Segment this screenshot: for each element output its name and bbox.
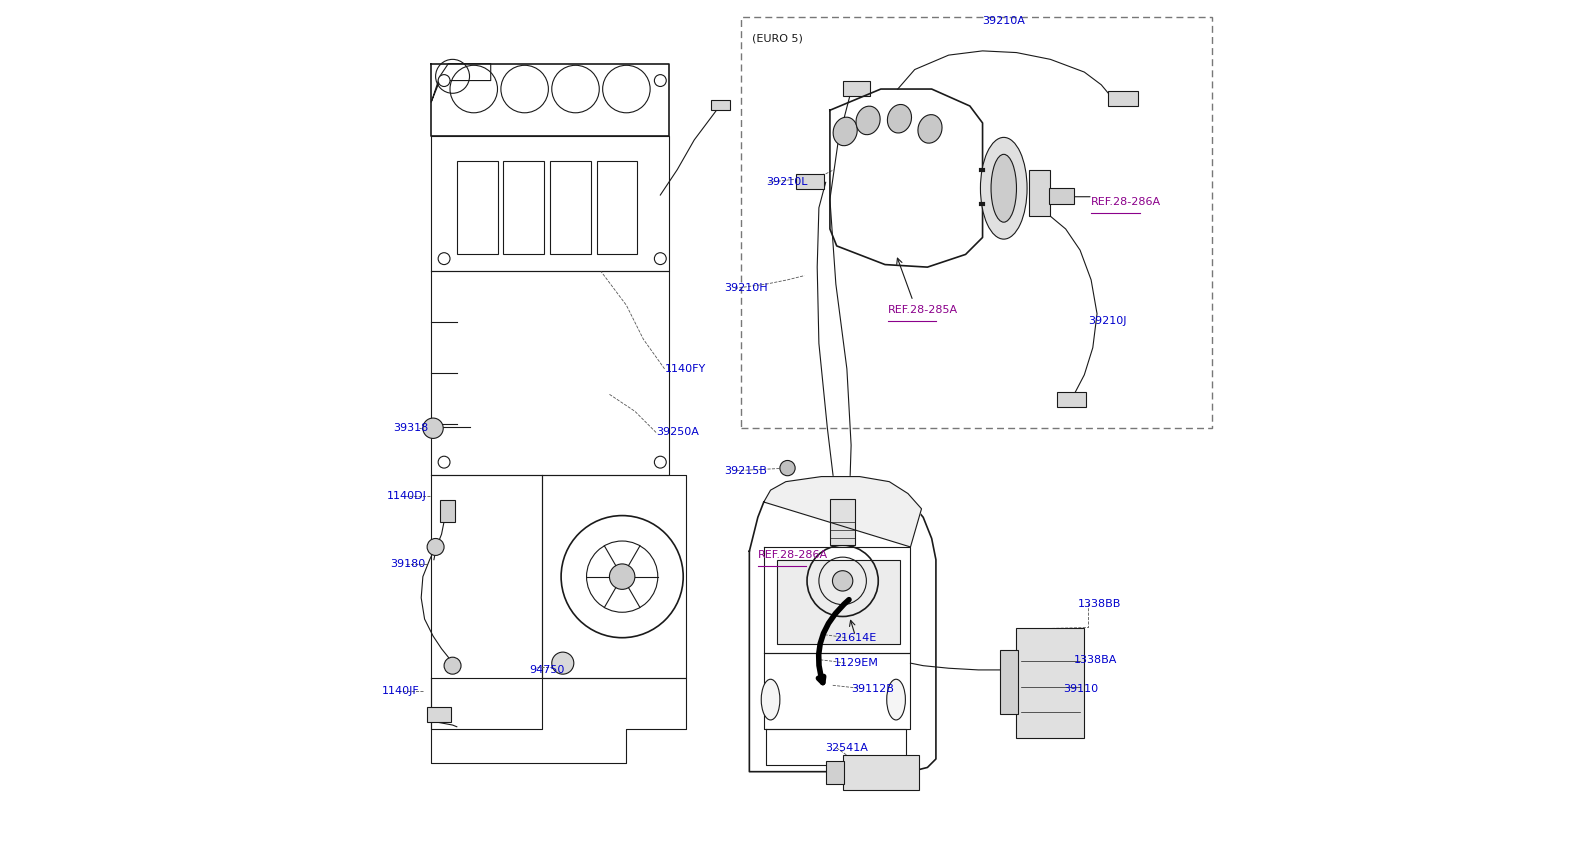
- Circle shape: [654, 75, 667, 86]
- Text: REF.28-286A: REF.28-286A: [758, 550, 828, 561]
- Bar: [1057, 392, 1086, 407]
- Bar: [712, 100, 729, 110]
- Bar: [1049, 188, 1075, 204]
- Circle shape: [427, 538, 444, 555]
- Text: 1129EM: 1129EM: [834, 658, 879, 668]
- Text: 21614E: 21614E: [834, 633, 877, 643]
- Ellipse shape: [833, 117, 856, 146]
- Circle shape: [438, 75, 451, 86]
- Ellipse shape: [856, 106, 880, 135]
- Ellipse shape: [761, 679, 780, 720]
- Circle shape: [610, 564, 635, 589]
- Text: 39250A: 39250A: [656, 427, 699, 438]
- Text: 1140JF: 1140JF: [382, 686, 420, 696]
- Text: 32541A: 32541A: [826, 743, 869, 753]
- Bar: [1108, 91, 1138, 106]
- Text: 39110: 39110: [1063, 683, 1098, 694]
- Text: 1140DJ: 1140DJ: [387, 491, 427, 501]
- Circle shape: [438, 253, 451, 265]
- Ellipse shape: [887, 104, 912, 133]
- Ellipse shape: [981, 137, 1027, 239]
- Polygon shape: [764, 477, 922, 547]
- Bar: [777, 560, 901, 644]
- Bar: [796, 174, 825, 189]
- Circle shape: [833, 571, 853, 591]
- Bar: [829, 499, 855, 545]
- Bar: [842, 755, 919, 790]
- Text: REF.28-286A: REF.28-286A: [1091, 197, 1161, 207]
- Text: 39112B: 39112B: [852, 683, 895, 694]
- Text: 39215B: 39215B: [724, 466, 767, 476]
- Text: 39318: 39318: [393, 423, 428, 433]
- Bar: [1000, 650, 1019, 714]
- Circle shape: [438, 456, 451, 468]
- Bar: [1016, 628, 1084, 738]
- Bar: [457, 161, 498, 254]
- Text: 1140FY: 1140FY: [664, 364, 705, 374]
- Circle shape: [654, 456, 667, 468]
- Bar: [842, 81, 869, 96]
- Text: (EURO 5): (EURO 5): [751, 33, 802, 43]
- Bar: [427, 707, 451, 722]
- Bar: [826, 761, 844, 784]
- Text: 39210H: 39210H: [724, 283, 767, 293]
- Circle shape: [444, 657, 462, 674]
- Text: REF.28-285A: REF.28-285A: [888, 304, 958, 315]
- Bar: [439, 500, 455, 522]
- Circle shape: [552, 652, 573, 674]
- Ellipse shape: [887, 679, 906, 720]
- Bar: [740, 17, 1212, 428]
- Text: 39210J: 39210J: [1089, 315, 1127, 326]
- Text: 39210L: 39210L: [766, 177, 807, 187]
- Ellipse shape: [919, 114, 942, 143]
- Ellipse shape: [992, 154, 1016, 222]
- Text: 1338BA: 1338BA: [1075, 655, 1118, 665]
- Text: 1338BB: 1338BB: [1078, 599, 1121, 609]
- Text: 94750: 94750: [529, 665, 564, 675]
- Circle shape: [780, 460, 794, 476]
- Text: 39180: 39180: [390, 559, 427, 569]
- Bar: [597, 161, 637, 254]
- Circle shape: [423, 418, 443, 438]
- Circle shape: [654, 253, 667, 265]
- Bar: [503, 161, 544, 254]
- Text: 39210A: 39210A: [982, 16, 1025, 26]
- Bar: [1028, 170, 1051, 216]
- Bar: [551, 161, 591, 254]
